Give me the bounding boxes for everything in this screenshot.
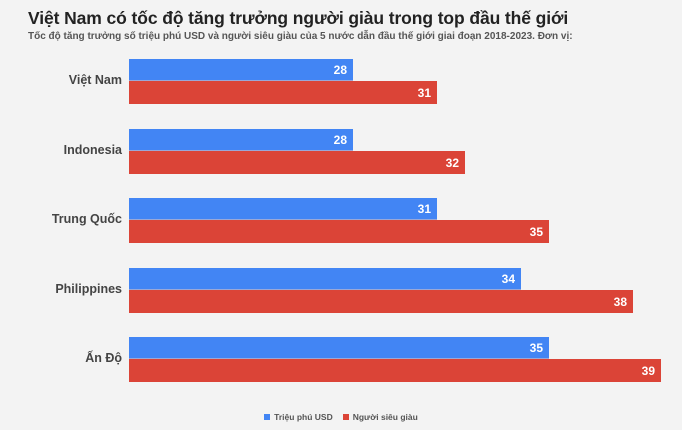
bar-millionaires[interactable]: 31 xyxy=(129,198,437,220)
legend-label: Người siêu giàu xyxy=(352,412,418,422)
legend-swatch-red-icon xyxy=(342,414,349,420)
legend-swatch-blue-icon xyxy=(264,414,271,420)
legend: Triệu phú USD Người siêu giàu xyxy=(0,412,682,422)
bar-ultra-rich[interactable]: 32 xyxy=(129,151,465,174)
data-label: 39 xyxy=(641,363,655,378)
data-label: 38 xyxy=(613,294,627,309)
bar-ultra-rich[interactable]: 35 xyxy=(129,220,549,243)
category-label: Ấn Độ xyxy=(85,351,122,365)
data-label: 28 xyxy=(333,132,347,147)
category-label: Việt Nam xyxy=(68,73,122,87)
bar-millionaires[interactable]: 35 xyxy=(129,337,549,359)
bar-ultra-rich[interactable]: 38 xyxy=(129,290,633,313)
category-label: Trung Quốc xyxy=(51,212,122,226)
bar-group: Ấn Độ 35 39 xyxy=(0,337,682,383)
bar-millionaires[interactable]: 28 xyxy=(129,59,353,81)
legend-item-millionaires[interactable]: Triệu phú USD xyxy=(264,412,333,422)
bar-group: Indonesia 28 32 xyxy=(0,129,682,175)
data-label: 34 xyxy=(501,271,515,286)
bar-millionaires[interactable]: 34 xyxy=(129,268,521,290)
chart-subtitle: Tốc độ tăng trưởng số triệu phú USD và n… xyxy=(28,31,573,42)
bar-ultra-rich[interactable]: 39 xyxy=(129,359,661,382)
data-label: 31 xyxy=(417,85,431,100)
data-label: 35 xyxy=(529,224,543,239)
bar-millionaires[interactable]: 28 xyxy=(129,129,353,151)
category-label: Indonesia xyxy=(63,143,122,157)
data-label: 31 xyxy=(417,201,431,216)
bar-group: Việt Nam 28 31 xyxy=(0,59,682,105)
bar-group: Philippines 34 38 xyxy=(0,268,682,314)
bar-group: Trung Quốc 31 35 xyxy=(0,198,682,244)
category-label: Philippines xyxy=(55,282,122,296)
data-label: 35 xyxy=(529,340,543,355)
legend-label: Triệu phú USD xyxy=(274,412,333,422)
data-label: 32 xyxy=(445,155,459,170)
legend-item-ultra-rich[interactable]: Người siêu giàu xyxy=(342,412,418,422)
data-label: 28 xyxy=(333,62,347,77)
chart-title: Việt Nam có tốc độ tăng trưởng người già… xyxy=(28,8,569,28)
bar-ultra-rich[interactable]: 31 xyxy=(129,81,437,104)
